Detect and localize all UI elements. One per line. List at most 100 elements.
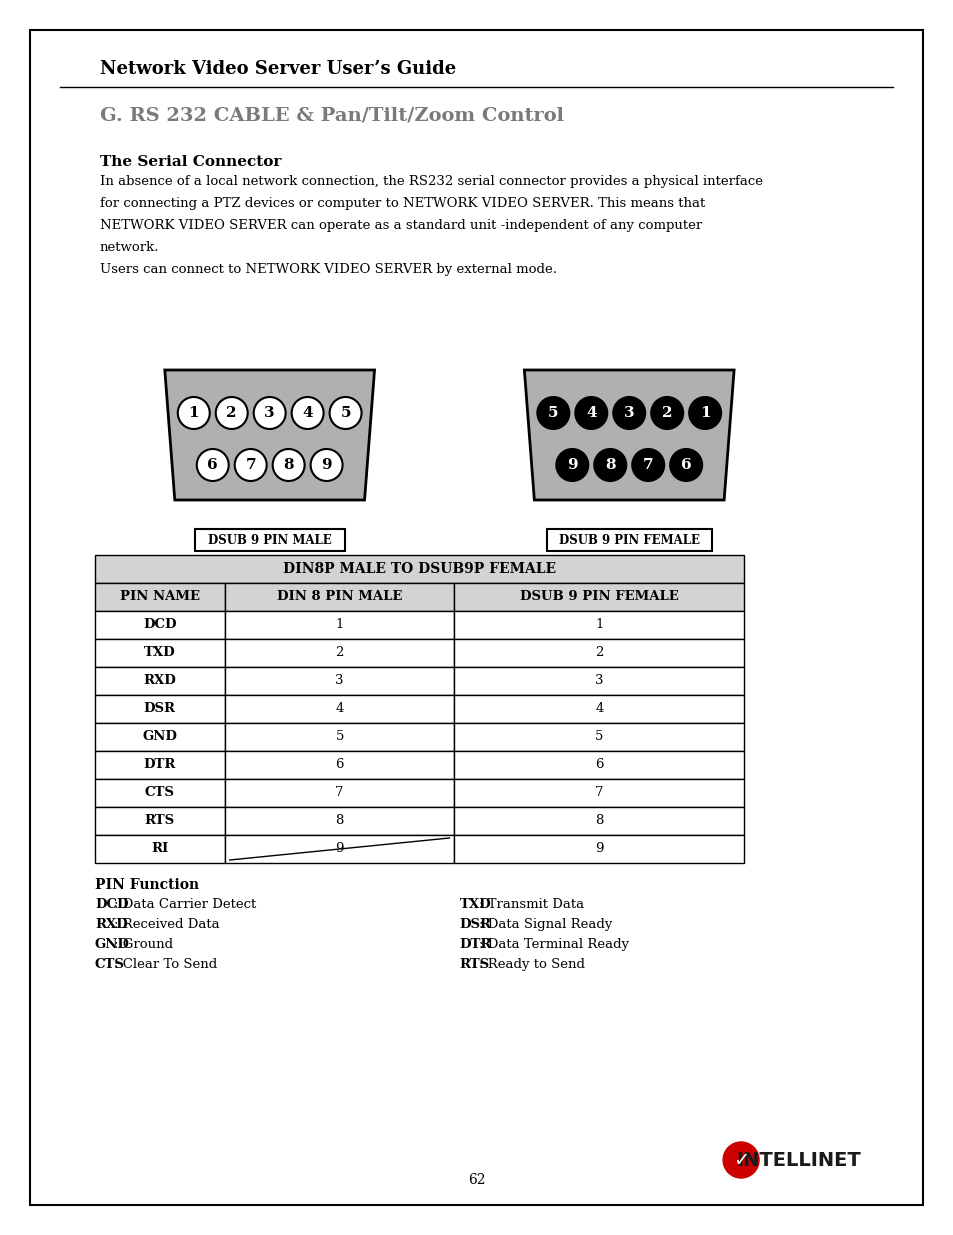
Ellipse shape [613, 396, 644, 429]
Text: : Data Carrier Detect: : Data Carrier Detect [114, 898, 256, 911]
Circle shape [722, 1142, 759, 1178]
Ellipse shape [234, 450, 267, 480]
Text: 4: 4 [595, 703, 603, 715]
Text: Network Video Server User’s Guide: Network Video Server User’s Guide [100, 61, 456, 78]
Text: 7: 7 [595, 787, 603, 799]
FancyBboxPatch shape [30, 30, 922, 1205]
Text: DIN 8 PIN MALE: DIN 8 PIN MALE [276, 590, 402, 604]
Text: : Data Signal Ready: : Data Signal Ready [478, 918, 612, 931]
Text: 7: 7 [245, 458, 255, 472]
Text: INTELLINET: INTELLINET [736, 1151, 861, 1170]
Text: GND: GND [142, 730, 177, 743]
FancyBboxPatch shape [94, 555, 743, 583]
Text: 1: 1 [700, 406, 710, 420]
Text: 8: 8 [595, 815, 603, 827]
Ellipse shape [575, 396, 607, 429]
Text: 5: 5 [595, 730, 603, 743]
Text: DSR: DSR [144, 703, 175, 715]
Ellipse shape [253, 396, 285, 429]
Text: : Data Terminal Ready: : Data Terminal Ready [478, 939, 628, 951]
Text: In absence of a local network connection, the RS232 serial connector provides a : In absence of a local network connection… [100, 175, 762, 188]
Text: RTS: RTS [145, 815, 174, 827]
Text: RI: RI [151, 842, 169, 856]
Text: 2: 2 [661, 406, 672, 420]
FancyBboxPatch shape [94, 806, 225, 835]
FancyBboxPatch shape [225, 779, 454, 806]
Text: 7: 7 [335, 787, 343, 799]
FancyBboxPatch shape [225, 751, 454, 779]
Text: for connecting a PTZ devices or computer to NETWORK VIDEO SERVER. This means tha: for connecting a PTZ devices or computer… [100, 198, 704, 210]
Text: 2: 2 [595, 646, 603, 659]
Ellipse shape [329, 396, 361, 429]
Text: ✓: ✓ [732, 1151, 748, 1170]
Ellipse shape [215, 396, 248, 429]
Text: 6: 6 [595, 758, 603, 772]
FancyBboxPatch shape [454, 751, 743, 779]
Text: 8: 8 [604, 458, 615, 472]
Text: : Ready to Send: : Ready to Send [478, 958, 584, 971]
Text: NETWORK VIDEO SERVER can operate as a standard unit -independent of any computer: NETWORK VIDEO SERVER can operate as a st… [100, 219, 701, 232]
Text: DCD: DCD [94, 898, 129, 911]
Text: CTS: CTS [145, 787, 174, 799]
Ellipse shape [537, 396, 569, 429]
Text: 6: 6 [335, 758, 343, 772]
Ellipse shape [632, 450, 663, 480]
Text: 5: 5 [335, 730, 343, 743]
Text: CTS: CTS [94, 958, 125, 971]
Text: 5: 5 [340, 406, 351, 420]
FancyBboxPatch shape [454, 583, 743, 611]
Text: The Serial Connector: The Serial Connector [100, 156, 281, 169]
FancyBboxPatch shape [225, 835, 454, 863]
Ellipse shape [556, 450, 588, 480]
Text: 6: 6 [207, 458, 218, 472]
Text: network.: network. [100, 241, 159, 254]
Text: RXD: RXD [143, 674, 176, 688]
Text: Users can connect to NETWORK VIDEO SERVER by external mode.: Users can connect to NETWORK VIDEO SERVE… [100, 263, 557, 275]
FancyBboxPatch shape [454, 695, 743, 722]
Text: 3: 3 [623, 406, 634, 420]
Text: 8: 8 [283, 458, 294, 472]
Ellipse shape [651, 396, 682, 429]
FancyBboxPatch shape [225, 638, 454, 667]
Polygon shape [165, 370, 375, 500]
Text: 6: 6 [680, 458, 691, 472]
Ellipse shape [311, 450, 342, 480]
FancyBboxPatch shape [94, 667, 225, 695]
Text: G. RS 232 CABLE & Pan/Tilt/Zoom Control: G. RS 232 CABLE & Pan/Tilt/Zoom Control [100, 107, 563, 125]
FancyBboxPatch shape [547, 529, 711, 551]
Text: PIN NAME: PIN NAME [120, 590, 199, 604]
FancyBboxPatch shape [225, 722, 454, 751]
Ellipse shape [177, 396, 210, 429]
Text: 9: 9 [321, 458, 332, 472]
Text: : Received Data: : Received Data [114, 918, 220, 931]
Text: 2: 2 [226, 406, 236, 420]
FancyBboxPatch shape [194, 529, 344, 551]
Text: RTS: RTS [459, 958, 489, 971]
Text: DSUB 9 PIN FEMALE: DSUB 9 PIN FEMALE [558, 534, 699, 547]
Text: 3: 3 [335, 674, 343, 688]
Text: 4: 4 [585, 406, 596, 420]
FancyBboxPatch shape [94, 779, 225, 806]
Ellipse shape [273, 450, 304, 480]
Polygon shape [524, 370, 734, 500]
FancyBboxPatch shape [225, 583, 454, 611]
Ellipse shape [196, 450, 229, 480]
Text: 62: 62 [467, 1173, 485, 1187]
FancyBboxPatch shape [225, 695, 454, 722]
FancyBboxPatch shape [454, 611, 743, 638]
Text: DSUB 9 PIN FEMALE: DSUB 9 PIN FEMALE [519, 590, 678, 604]
FancyBboxPatch shape [225, 611, 454, 638]
Text: 9: 9 [595, 842, 603, 856]
FancyBboxPatch shape [225, 667, 454, 695]
FancyBboxPatch shape [94, 583, 225, 611]
Ellipse shape [292, 396, 323, 429]
Text: : Transmit Data: : Transmit Data [478, 898, 583, 911]
FancyBboxPatch shape [94, 695, 225, 722]
Ellipse shape [670, 450, 701, 480]
FancyBboxPatch shape [454, 779, 743, 806]
Text: 3: 3 [595, 674, 603, 688]
Text: 1: 1 [189, 406, 199, 420]
Text: 1: 1 [595, 619, 603, 631]
Text: GND: GND [94, 939, 130, 951]
FancyBboxPatch shape [454, 835, 743, 863]
